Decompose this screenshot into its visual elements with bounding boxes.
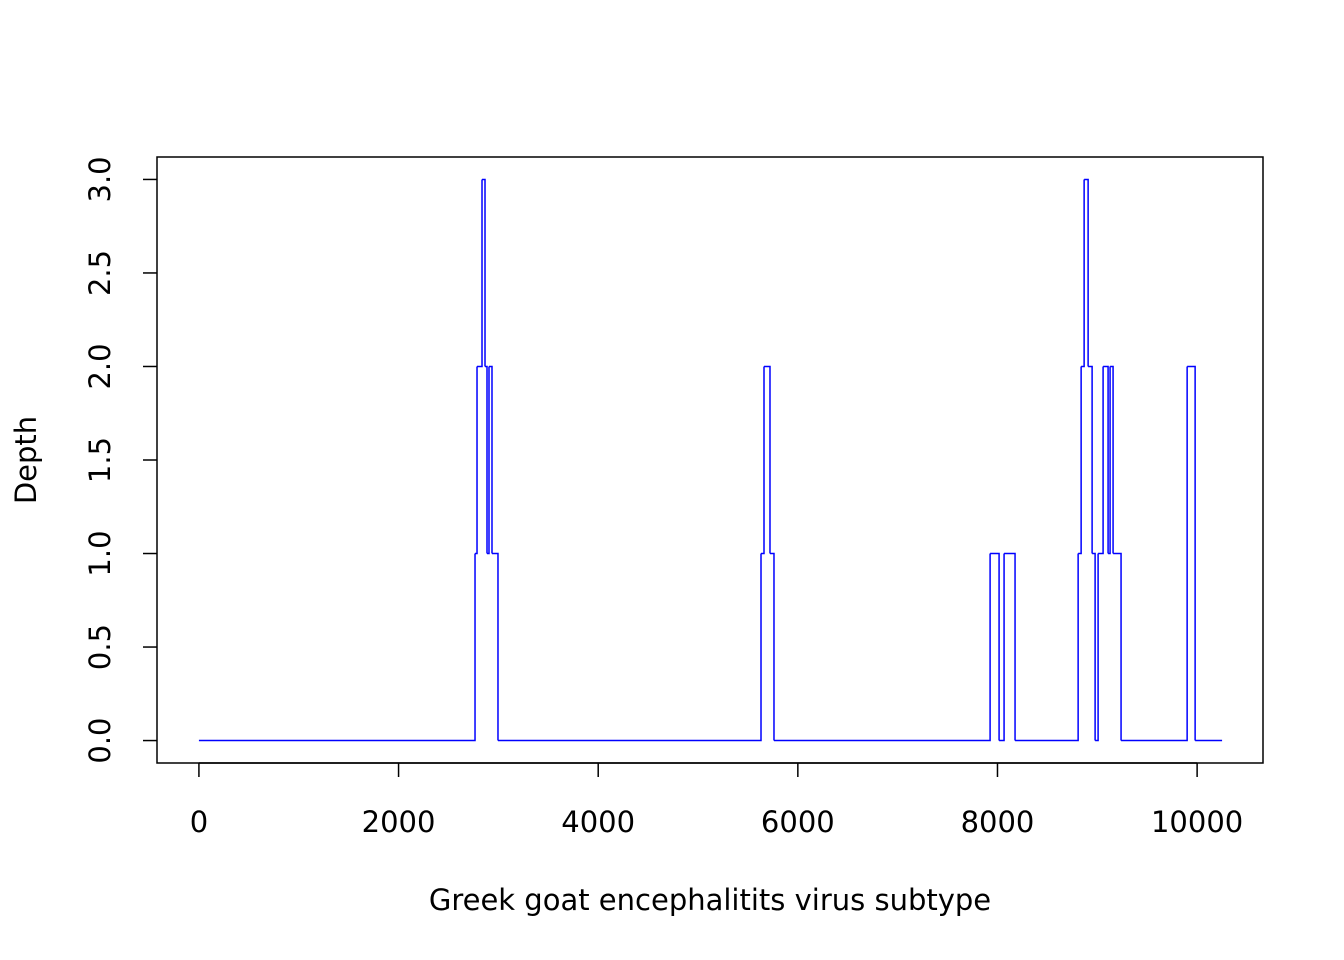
step-segment — [1078, 366, 1082, 555]
step-segment — [1084, 178, 1089, 367]
step-segment — [1121, 366, 1188, 742]
step-segment — [198, 553, 476, 742]
step-segment — [1103, 365, 1109, 554]
step-segment — [1092, 552, 1096, 741]
step-segment — [1098, 366, 1104, 555]
y-tick-label: 1.0 — [83, 530, 117, 576]
step-segment — [1108, 366, 1111, 555]
step-segment — [477, 179, 483, 368]
x-tick-label: 8000 — [961, 805, 1035, 839]
step-segment — [487, 366, 490, 555]
x-tick-label: 2000 — [362, 805, 436, 839]
step-segment — [1113, 552, 1122, 741]
y-tick-label: 1.5 — [83, 437, 117, 483]
step-segment — [773, 553, 991, 742]
step-segment — [1110, 365, 1114, 554]
x-tick-label: 6000 — [761, 805, 835, 839]
step-segment — [485, 365, 488, 554]
step-segment — [475, 366, 478, 555]
step-segment — [764, 365, 771, 554]
y-tick-label: 0.5 — [83, 624, 117, 670]
step-segment — [1088, 365, 1093, 554]
y-tick-label: 2.0 — [83, 343, 117, 389]
step-segment — [1015, 553, 1079, 742]
step-segment — [1095, 553, 1099, 742]
plot-frame — [156, 156, 1264, 764]
x-axis-label: Greek goat encephalitits virus subtype — [429, 883, 991, 917]
y-tick-label: 3.0 — [83, 156, 117, 202]
y-tick-label: 0.0 — [83, 717, 117, 763]
step-segment — [999, 553, 1005, 742]
step-segment — [482, 178, 486, 367]
step-segment — [1187, 365, 1196, 741]
x-tick-label: 4000 — [561, 805, 635, 839]
step-segment — [990, 552, 1000, 741]
x-tick-label: 0 — [190, 805, 208, 839]
step-segment — [491, 552, 499, 741]
y-axis-label: Depth — [9, 416, 43, 504]
y-tick-label: 2.5 — [83, 250, 117, 296]
x-tick-label: 10000 — [1151, 805, 1243, 839]
step-segment — [761, 366, 765, 555]
step-segment — [1081, 179, 1085, 368]
step-segment — [1004, 552, 1016, 741]
step-segment — [489, 365, 493, 554]
step-segment — [497, 553, 762, 742]
step-segment — [769, 552, 775, 741]
